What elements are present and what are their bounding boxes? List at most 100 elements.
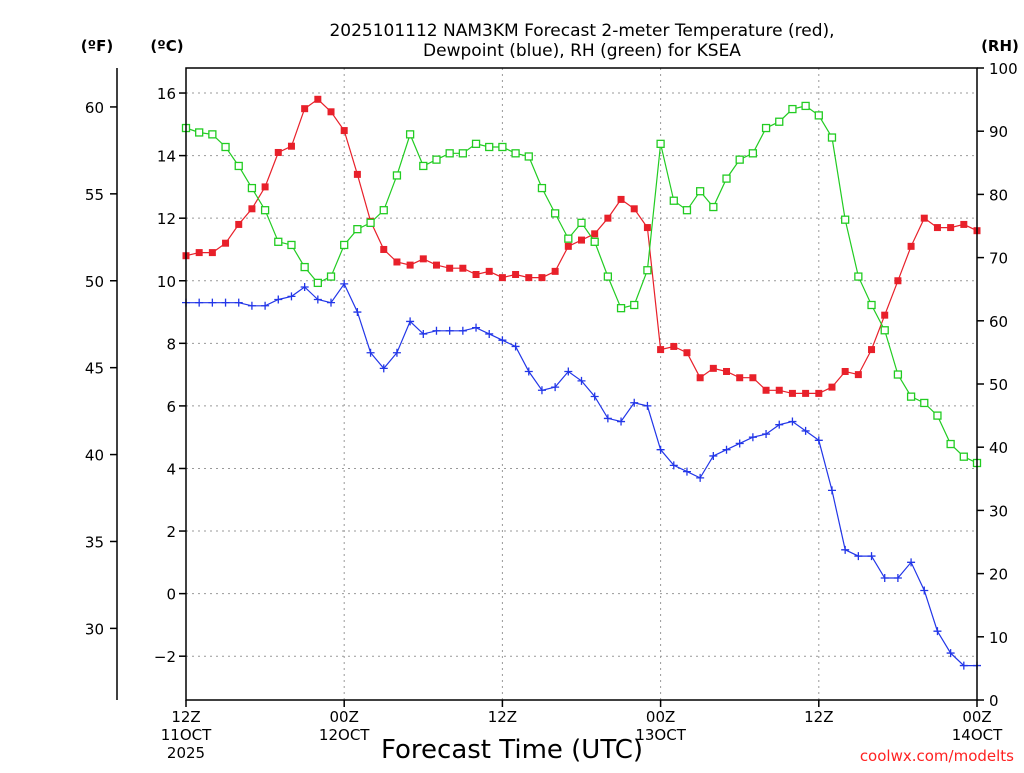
rh-tick-label: 50 (989, 376, 1008, 394)
dewpoint-point (577, 376, 586, 385)
2-meter-temperature-point (670, 342, 678, 350)
2-meter-temperature-point (643, 224, 651, 232)
2-meter-temperature-point (696, 374, 704, 382)
rh-point (537, 183, 547, 193)
dewpoint-point (735, 439, 744, 448)
2-meter-temperature-point (723, 367, 731, 375)
2-meter-temperature-point (933, 224, 941, 232)
x-tick-label: 00Z (330, 708, 359, 726)
rh-point (590, 237, 599, 246)
2-meter-temperature-point (419, 255, 427, 263)
credit-text: coolwx.com/modelts (860, 747, 1014, 765)
2-meter-temperature-point (894, 277, 902, 285)
fahrenheit-tick-label: 60 (85, 99, 104, 117)
2-meter-temperature-point (446, 264, 454, 272)
rh-point (748, 149, 758, 158)
celsius-tick-label: 8 (166, 335, 176, 353)
rh-point (735, 155, 744, 164)
2-meter-temperature-point (353, 170, 361, 178)
dewpoint-point (511, 342, 520, 351)
2-meter-temperature-point (815, 389, 823, 397)
2-meter-temperature-point (393, 258, 401, 266)
2-meter-temperature-point (630, 205, 638, 213)
dewpoint-point (419, 329, 428, 338)
2-meter-temperature-point (314, 95, 322, 103)
2-meter-temperature-point (617, 195, 625, 203)
fahrenheit-tick-label: 50 (85, 273, 104, 291)
2-meter-temperature-point (274, 148, 282, 156)
rh-point (221, 142, 230, 152)
dewpoint-point (775, 420, 784, 429)
2-meter-temperature-point (709, 364, 717, 372)
dewpoint-point (340, 279, 349, 288)
celsius-tick-label: 14 (157, 148, 176, 166)
x-tick-label: 00Z (962, 708, 991, 726)
x-tick-label: 11OCT (161, 726, 212, 744)
rh-point (471, 139, 481, 148)
dewpoint-point (696, 473, 705, 482)
rh-point (814, 111, 823, 120)
rh-tick-label: 10 (989, 629, 1008, 647)
dewpoint-point (564, 367, 573, 376)
celsius-tick-label: 0 (166, 586, 176, 604)
rh-point (920, 398, 929, 408)
dewpoint-point (537, 386, 546, 395)
rh-point (313, 278, 322, 288)
rh-tick-label: 40 (989, 439, 1008, 457)
dewpoint-point (406, 317, 415, 326)
rh-tick-label: 60 (989, 313, 1008, 331)
dewpoint-point (907, 558, 916, 567)
dewpoint-point (379, 364, 388, 373)
2-meter-temperature-point (340, 127, 348, 135)
axis-layer (116, 67, 978, 701)
dewpoint-point (946, 649, 955, 658)
x-tick-label: 2025 (167, 744, 205, 762)
rh-point (643, 266, 652, 275)
2-meter-temperature-point (841, 367, 849, 375)
rh-unit-label: (RH) (981, 37, 1019, 55)
x-tick-label: 12Z (488, 708, 517, 726)
dewpoint-point (814, 436, 823, 445)
2-meter-temperature-point (551, 267, 559, 275)
rh-point (458, 149, 468, 158)
2-meter-temperature-line (185, 98, 978, 394)
celsius-tick-label: 10 (157, 273, 176, 291)
rh-point (722, 174, 731, 183)
rh-point (274, 237, 283, 246)
dewpoint-point (551, 383, 560, 392)
2-meter-temperature-point (854, 371, 862, 379)
2-meter-temperature-point (327, 108, 335, 116)
2-meter-temperature-point (683, 349, 691, 357)
rh-tick-label: 30 (989, 502, 1008, 520)
2-meter-temperature-point (538, 274, 546, 282)
rh-point (946, 439, 955, 449)
rh-point (906, 392, 916, 401)
celsius-tick-label: −2 (154, 648, 176, 666)
rh-point (485, 142, 494, 152)
2-meter-temperature-point (222, 239, 230, 247)
dewpoint-point (656, 445, 665, 454)
dewpoint-point (867, 552, 876, 561)
dewpoint-point (748, 433, 757, 442)
dewpoint-point (327, 298, 336, 307)
x-tick-label: 12Z (804, 708, 833, 726)
rh-point (366, 218, 375, 227)
2-meter-temperature-point (512, 270, 520, 278)
rh-point (287, 240, 296, 250)
celsius-tick-label: 2 (166, 523, 176, 541)
rh-point (696, 187, 705, 196)
rh-point (260, 206, 270, 215)
celsius-unit-label: (ºC) (150, 37, 183, 55)
rh-point (933, 411, 942, 420)
rh-point (577, 218, 586, 227)
2-meter-temperature-point (947, 224, 955, 232)
2-meter-temperature-point (657, 346, 665, 354)
dewpoint-point (959, 661, 968, 670)
2-meter-temperature-point (525, 274, 533, 282)
rh-tick-label: 0 (989, 692, 999, 710)
2-meter-temperature-point (920, 214, 928, 222)
celsius-tick-label: 16 (157, 85, 176, 103)
dewpoint-point (524, 367, 533, 376)
